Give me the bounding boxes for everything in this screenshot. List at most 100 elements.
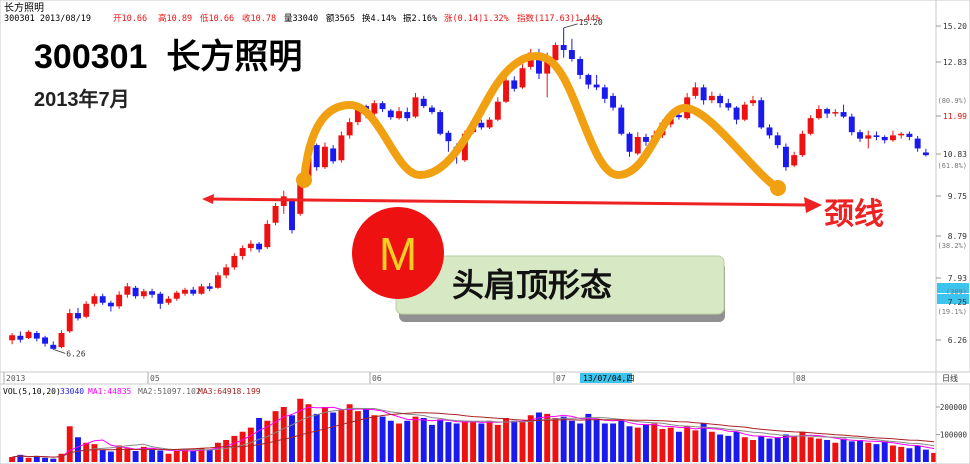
info-low: 低10.66 bbox=[200, 13, 234, 24]
candle-body bbox=[865, 135, 872, 139]
candle-body bbox=[379, 103, 386, 110]
y-tick-label: (38.2%) bbox=[937, 242, 967, 250]
candle-body bbox=[741, 104, 748, 120]
volume-bar bbox=[898, 446, 905, 462]
volume-bar bbox=[190, 450, 197, 462]
volume-bar bbox=[766, 438, 773, 462]
y-tick-label: (80.9%) bbox=[937, 97, 967, 105]
candle-body bbox=[321, 146, 328, 168]
volume-bar bbox=[379, 416, 386, 462]
candle bbox=[725, 98, 732, 111]
candle bbox=[116, 291, 123, 309]
candle bbox=[568, 38, 575, 62]
candle-body bbox=[568, 50, 575, 60]
info-volume: 量33040 bbox=[284, 14, 318, 24]
volume-bar bbox=[519, 422, 526, 462]
candle bbox=[733, 106, 740, 125]
candle-body bbox=[99, 296, 106, 303]
candle bbox=[889, 130, 896, 142]
candle-body bbox=[708, 95, 715, 101]
volume-bar bbox=[758, 435, 765, 462]
y-tick-label: (309) bbox=[946, 288, 967, 296]
candle-body bbox=[898, 133, 905, 136]
candle-body bbox=[560, 44, 567, 51]
volume-bar bbox=[330, 412, 337, 462]
candle-body bbox=[857, 132, 863, 139]
volume-bar bbox=[231, 435, 238, 462]
volume-bar bbox=[124, 448, 131, 462]
volume-bar bbox=[511, 420, 518, 462]
candle bbox=[585, 73, 592, 89]
candle-body bbox=[264, 223, 271, 248]
candle bbox=[848, 113, 855, 136]
candle bbox=[626, 132, 633, 157]
candle-body bbox=[412, 97, 419, 117]
volume-bar bbox=[741, 437, 748, 462]
quote-info-bar: 300301 2013/08/19 开10.66 高10.89 低10.66 收… bbox=[4, 13, 601, 24]
volume-bar bbox=[931, 452, 938, 462]
volume-bar bbox=[420, 418, 427, 462]
volume-bar bbox=[264, 420, 271, 462]
candle-body bbox=[165, 298, 172, 303]
candle bbox=[412, 93, 419, 119]
candle bbox=[881, 135, 888, 144]
volume-bar bbox=[667, 427, 674, 462]
candle-body bbox=[807, 118, 814, 134]
candle-body bbox=[692, 87, 699, 96]
candle-body bbox=[231, 256, 238, 268]
volume-bar bbox=[371, 415, 378, 462]
candle bbox=[922, 148, 929, 157]
candle bbox=[313, 143, 320, 171]
volume-bar bbox=[857, 440, 863, 462]
volume-bar bbox=[684, 426, 691, 462]
candle bbox=[321, 142, 328, 169]
candle bbox=[503, 77, 510, 104]
candle-body bbox=[173, 292, 180, 299]
candle-body bbox=[371, 103, 378, 114]
info-amount: 额3565 bbox=[326, 13, 355, 24]
candle bbox=[387, 109, 394, 120]
date-axis: 2013 05 06 07 08 13/07/04,四 日线 bbox=[0, 371, 958, 385]
volume-ma-line bbox=[12, 412, 935, 458]
candle-body bbox=[289, 200, 295, 231]
volume-bar bbox=[83, 442, 90, 462]
volume-bar bbox=[560, 416, 567, 462]
candle-body bbox=[519, 68, 526, 88]
volume-bar bbox=[486, 420, 493, 462]
cursor-date-label: 13/07/04,四 bbox=[583, 374, 634, 383]
candle bbox=[33, 330, 40, 342]
volume-bar bbox=[437, 419, 444, 462]
volume-ma-lines bbox=[12, 406, 935, 458]
price-annotations: 15.20 6.26 bbox=[53, 18, 603, 358]
volume-bar bbox=[50, 458, 57, 462]
candle-body bbox=[404, 112, 411, 119]
candle bbox=[428, 105, 435, 115]
y-tick-box bbox=[937, 283, 969, 293]
y-tick-label: 9.75 bbox=[948, 192, 967, 201]
candle-body bbox=[445, 132, 452, 142]
volume-bar bbox=[675, 431, 682, 462]
y-tick-label: 15.20 bbox=[943, 22, 967, 31]
candle bbox=[478, 119, 485, 130]
volume-bar bbox=[494, 424, 501, 462]
volume-bar bbox=[132, 451, 139, 462]
candle-body bbox=[354, 107, 361, 123]
volume-bar bbox=[313, 413, 320, 462]
candle-body bbox=[889, 135, 896, 141]
candle-body bbox=[544, 61, 551, 74]
y-tick-label: 7.25 bbox=[948, 298, 967, 307]
volume-bar bbox=[280, 407, 287, 462]
candle-body bbox=[66, 313, 73, 332]
candle-body bbox=[552, 44, 559, 61]
x-tick-label: 08 bbox=[796, 374, 806, 383]
volume-bar bbox=[387, 420, 394, 462]
candle-body bbox=[675, 115, 682, 118]
volume-bar bbox=[889, 445, 896, 462]
vol-tick-label: 100000 bbox=[940, 431, 968, 440]
y-axis-panel bbox=[935, 0, 970, 373]
volume-bar bbox=[659, 429, 666, 462]
volume-bar bbox=[717, 434, 724, 462]
volume-bar bbox=[338, 409, 345, 462]
candle bbox=[437, 109, 444, 136]
volume-bar bbox=[544, 413, 551, 462]
